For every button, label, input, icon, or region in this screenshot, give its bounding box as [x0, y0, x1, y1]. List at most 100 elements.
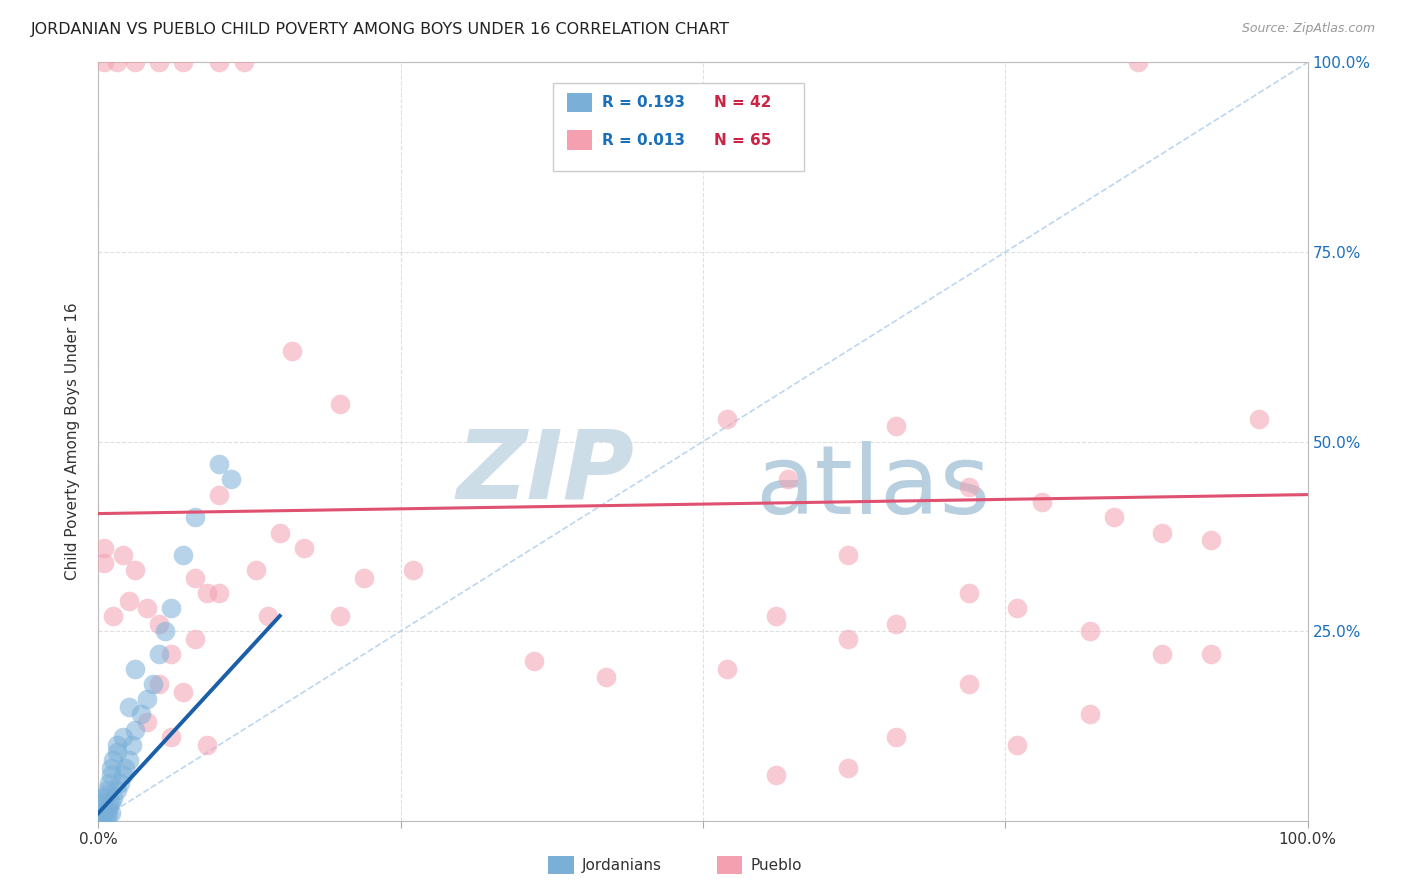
Point	[765, 608, 787, 623]
Point	[172, 685, 194, 699]
Point	[160, 601, 183, 615]
Text: N = 65: N = 65	[714, 133, 772, 147]
Point	[118, 753, 141, 767]
Point	[91, 806, 114, 821]
Point	[105, 746, 128, 760]
Point	[98, 798, 121, 813]
Point	[195, 738, 218, 752]
Point	[1152, 647, 1174, 661]
Point	[886, 419, 908, 434]
Point	[837, 632, 859, 646]
Point	[101, 753, 124, 767]
Y-axis label: Child Poverty Among Boys Under 16: Child Poverty Among Boys Under 16	[65, 302, 80, 581]
Point	[208, 586, 231, 600]
Point	[124, 723, 146, 737]
Point	[118, 594, 141, 608]
Point	[142, 677, 165, 691]
Point	[100, 768, 122, 782]
Point	[111, 768, 134, 782]
Point	[716, 412, 738, 426]
Point	[208, 487, 231, 501]
Point	[329, 396, 352, 410]
Point	[668, 146, 690, 161]
Point	[153, 624, 176, 639]
Point	[886, 616, 908, 631]
Point	[172, 548, 194, 563]
Point	[105, 783, 128, 797]
Point	[135, 692, 157, 706]
Point	[172, 55, 194, 70]
Point	[105, 55, 128, 70]
Point	[957, 480, 980, 494]
Point	[184, 632, 207, 646]
Point	[100, 760, 122, 774]
Point	[148, 677, 170, 691]
Point	[765, 768, 787, 782]
Point	[776, 473, 799, 487]
Point	[1199, 647, 1222, 661]
Point	[184, 510, 207, 524]
Point	[886, 730, 908, 744]
Point	[124, 55, 146, 70]
Point	[208, 55, 231, 70]
Point	[281, 343, 304, 358]
Point	[837, 548, 859, 563]
Point	[1031, 495, 1053, 509]
Point	[184, 571, 207, 585]
Point	[108, 776, 131, 790]
Point	[1128, 55, 1150, 70]
Point	[160, 647, 183, 661]
Point	[96, 787, 118, 801]
Point	[93, 802, 115, 816]
Point	[1249, 412, 1271, 426]
Point	[93, 55, 115, 70]
Text: N = 42: N = 42	[714, 95, 772, 110]
Point	[111, 548, 134, 563]
Point	[97, 802, 120, 816]
Point	[160, 730, 183, 744]
Point	[523, 655, 546, 669]
Point	[1078, 624, 1101, 639]
Text: Pueblo: Pueblo	[751, 858, 803, 872]
Point	[148, 616, 170, 631]
Point	[595, 669, 617, 683]
Point	[957, 677, 980, 691]
Point	[232, 55, 254, 70]
Text: ZIP: ZIP	[457, 425, 634, 518]
Point	[1007, 738, 1029, 752]
Point	[135, 601, 157, 615]
Point	[121, 738, 143, 752]
Point	[1007, 601, 1029, 615]
Point	[1102, 510, 1125, 524]
Point	[93, 795, 115, 809]
Text: JORDANIAN VS PUEBLO CHILD POVERTY AMONG BOYS UNDER 16 CORRELATION CHART: JORDANIAN VS PUEBLO CHILD POVERTY AMONG …	[31, 22, 730, 37]
Point	[1199, 533, 1222, 547]
Point	[94, 810, 117, 824]
Point	[221, 473, 243, 487]
Point	[94, 806, 117, 821]
Point	[98, 776, 121, 790]
Point	[101, 608, 124, 623]
Point	[957, 586, 980, 600]
Point	[124, 662, 146, 676]
Point	[269, 525, 291, 540]
Point	[111, 730, 134, 744]
Point	[114, 760, 136, 774]
Point	[97, 807, 120, 822]
Point	[135, 715, 157, 730]
Point	[101, 791, 124, 805]
Point	[91, 810, 114, 824]
Point	[118, 699, 141, 714]
Point	[256, 608, 278, 623]
Point	[124, 564, 146, 578]
Point	[329, 608, 352, 623]
Point	[716, 662, 738, 676]
Point	[129, 707, 152, 722]
Text: R = 0.013: R = 0.013	[602, 133, 685, 147]
Point	[93, 541, 115, 555]
Point	[195, 586, 218, 600]
Point	[208, 457, 231, 471]
Point	[1152, 525, 1174, 540]
Point	[837, 760, 859, 774]
Point	[93, 798, 115, 813]
